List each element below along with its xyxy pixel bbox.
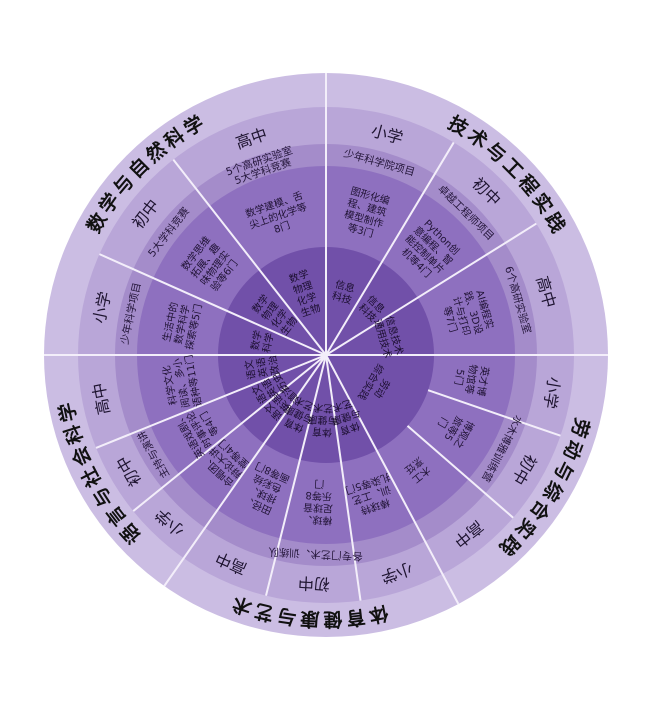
level-courses-line: 足球音 [303,501,334,516]
level-subject-line: 语文 [242,359,259,381]
domain-program-line: 各专门艺术、训练队 [268,545,364,563]
level-divider [265,354,327,596]
level-subject-line: 数学 [248,329,265,351]
domain-title-char: 学 [55,401,82,425]
level-label: 初中 [298,573,331,594]
domain-divider [325,354,460,605]
level-divider [172,158,327,356]
level-subject-line: 与健康 [307,413,338,428]
level-courses-line: 门 [314,477,325,491]
level-subject-line: 体育 [312,425,333,439]
domain-title-char: 育 [345,605,366,630]
domain-title-char: 与 [276,604,298,629]
domain-program: 各专门艺术、训练队 [268,545,364,563]
level-subject-line: 政治 [265,354,282,376]
level-subject-line: 科学 [260,332,277,354]
level-divider [99,253,327,356]
level-divider [325,354,362,601]
level-courses-line: 5门 [452,368,468,386]
level-subject-line: 艺术 [313,401,334,414]
level-courses-line: 乐等8 [305,489,332,503]
level-subject-line: 英语 [254,356,271,378]
level-divider [132,354,327,512]
domain-title-char: 健 [323,608,343,631]
level-divider [427,389,561,437]
level-label-line: 初中 [298,573,331,594]
divider-lines [44,73,608,605]
level-courses-line: 棒球、 [302,513,333,528]
level-divider [325,141,455,356]
level-divider [325,222,537,356]
domain-divider [163,354,327,587]
level-subject-line: 艺术 [331,396,354,414]
level-divider [406,425,514,519]
domain-title-char: 康 [299,607,320,631]
level-subject: 数学科学 [248,329,277,354]
level-divider [95,354,327,449]
domain-title-char: 艺 [253,599,277,625]
